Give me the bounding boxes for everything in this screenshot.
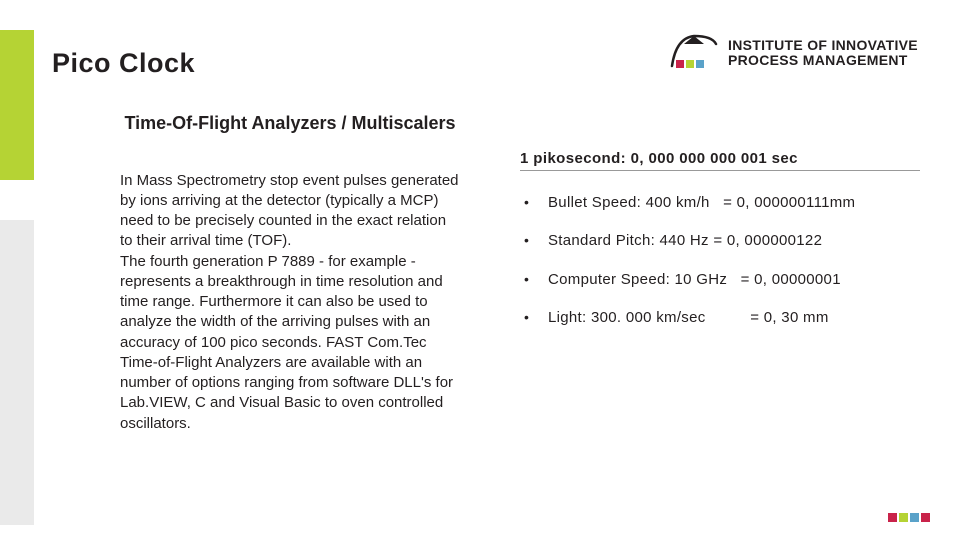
footer-square-3 (910, 513, 919, 522)
logo-line-1: INSTITUTE OF INNOVATIVE (728, 38, 918, 53)
institute-logo-icon (670, 30, 720, 75)
side-accent-bottom (0, 220, 34, 525)
list-item: Computer Speed: 10 GHz = 0, 00000001 (548, 270, 920, 290)
institute-logo: INSTITUTE OF INNOVATIVE PROCESS MANAGEME… (670, 30, 930, 85)
right-column: 1 pikosecond: 0, 000 000 000 001 sec Bul… (520, 150, 920, 346)
body-text: In Mass Spectrometry stop event pulses g… (120, 171, 460, 434)
footer-square-4 (921, 513, 930, 522)
footer-square-1 (888, 513, 897, 522)
left-column: Time-Of-Flight Analyzers / Multiscalers … (120, 112, 460, 434)
footer-logo (888, 513, 930, 522)
logo-line-2: PROCESS MANAGEMENT (728, 53, 918, 68)
institute-logo-text: INSTITUTE OF INNOVATIVE PROCESS MANAGEME… (728, 38, 918, 69)
picosecond-heading: 1 pikosecond: 0, 000 000 000 001 sec (520, 150, 920, 171)
list-item: Standard Pitch: 440 Hz = 0, 000000122 (548, 231, 920, 251)
facts-list: Bullet Speed: 400 km/h = 0, 000000111mm … (520, 193, 920, 328)
list-item: Bullet Speed: 400 km/h = 0, 000000111mm (548, 193, 920, 213)
page-title: Pico Clock (52, 48, 195, 79)
list-item: Light: 300. 000 km/sec = 0, 30 mm (548, 308, 920, 328)
side-accent-top (0, 30, 34, 180)
vertical-caption: www.I2PM.net© I2PM (0, 460, 2, 518)
subheading: Time-Of-Flight Analyzers / Multiscalers (120, 112, 460, 135)
footer-square-2 (899, 513, 908, 522)
